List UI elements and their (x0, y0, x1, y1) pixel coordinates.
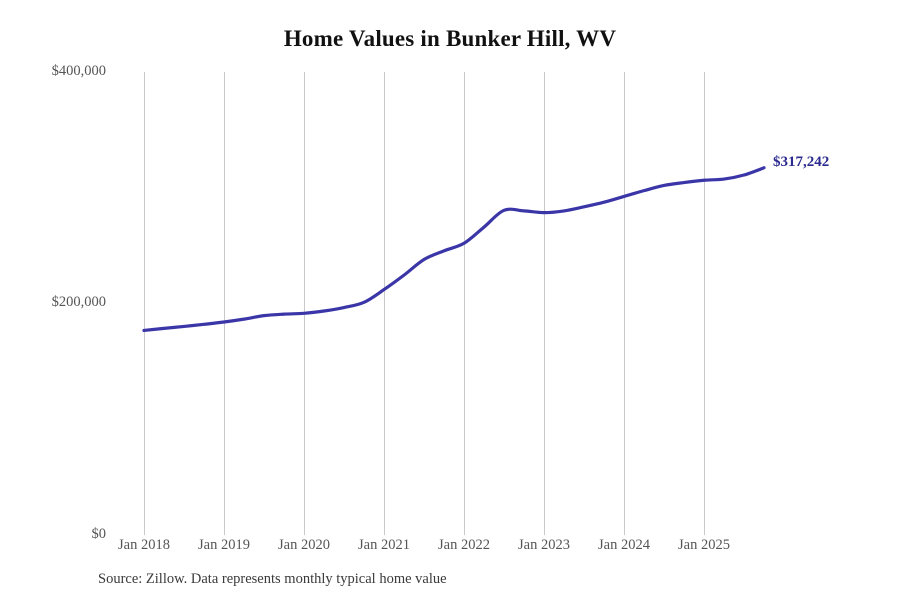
chart-title: Home Values in Bunker Hill, WV (283, 26, 617, 51)
source-note: Source: Zillow. Data represents monthly … (98, 571, 447, 587)
x-tick-label-jan-2019: Jan 2019 (198, 537, 250, 553)
end-value-annotation: $317,242 (773, 153, 830, 170)
x-tick-label-jan-2025: Jan 2025 (678, 537, 730, 553)
x-tick-label-jan-2024: Jan 2024 (598, 537, 650, 553)
x-tick-label-jan-2023: Jan 2023 (518, 537, 570, 553)
gridlines (144, 72, 705, 535)
x-tick-label-jan-2020: Jan 2020 (278, 537, 330, 553)
y-tick-label-0: $0 (91, 526, 107, 542)
x-tick-label-jan-2022: Jan 2022 (438, 537, 490, 553)
y-tick-label-200000: $200,000 (51, 294, 106, 310)
y-tick-label-400000: $400,000 (51, 63, 106, 79)
data-line-series (142, 166, 766, 333)
x-tick-label-jan-2018: Jan 2018 (118, 537, 170, 553)
x-tick-label-jan-2021: Jan 2021 (358, 537, 410, 553)
